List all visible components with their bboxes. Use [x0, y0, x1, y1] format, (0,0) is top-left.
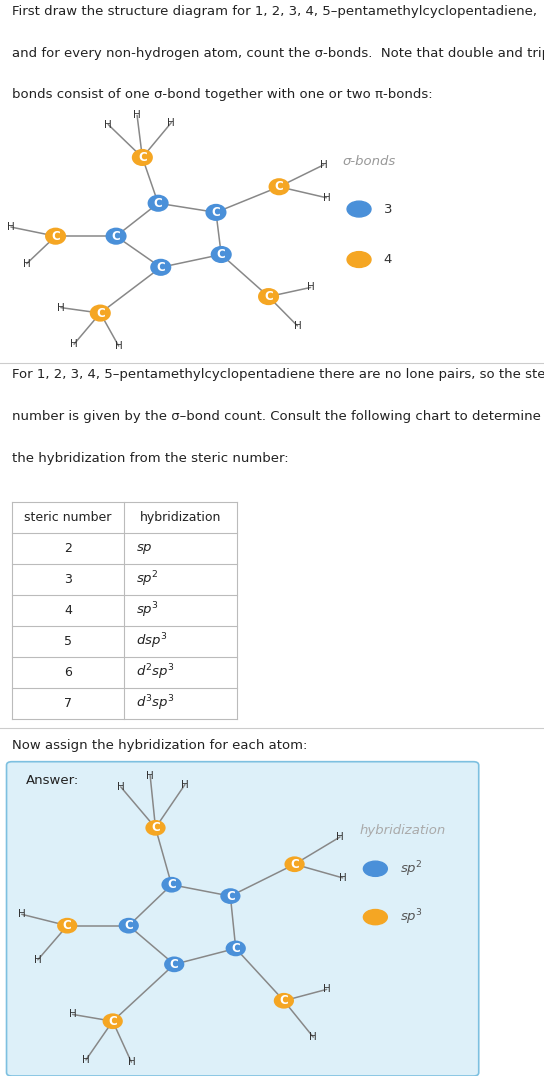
Text: $\mathit{d}^3\mathit{sp}^3$: $\mathit{d}^3\mathit{sp}^3$ — [136, 694, 175, 713]
Text: C: C — [108, 1015, 117, 1028]
Text: H: H — [127, 1058, 135, 1067]
Text: 3: 3 — [384, 202, 392, 215]
Text: C: C — [154, 197, 163, 210]
Text: H: H — [339, 873, 347, 883]
Text: Now assign the hybridization for each atom:: Now assign the hybridization for each at… — [12, 739, 307, 752]
Text: Answer:: Answer: — [26, 774, 79, 787]
Ellipse shape — [45, 228, 66, 244]
Text: H: H — [323, 193, 330, 202]
Text: $\mathit{sp}$: $\mathit{sp}$ — [136, 541, 153, 555]
Text: C: C — [212, 206, 220, 218]
Text: C: C — [217, 247, 226, 261]
Text: 4: 4 — [384, 253, 392, 266]
Text: the hybridization from the steric number:: the hybridization from the steric number… — [12, 452, 289, 465]
Text: H: H — [320, 159, 327, 170]
Text: C: C — [170, 958, 178, 971]
Ellipse shape — [119, 918, 139, 934]
Ellipse shape — [162, 877, 182, 893]
Text: H: H — [307, 283, 314, 293]
Text: C: C — [125, 919, 133, 932]
Text: C: C — [275, 181, 283, 194]
Ellipse shape — [90, 305, 111, 322]
Circle shape — [347, 252, 371, 268]
Text: bonds consist of one σ-bond together with one or two π-bonds:: bonds consist of one σ-bond together wit… — [12, 88, 432, 101]
Text: H: H — [133, 111, 141, 121]
Ellipse shape — [285, 856, 305, 873]
Ellipse shape — [147, 195, 169, 212]
Text: C: C — [264, 291, 273, 303]
Ellipse shape — [211, 246, 232, 263]
Text: and for every non-hydrogen atom, count the σ-bonds.  Note that double and triple: and for every non-hydrogen atom, count t… — [12, 47, 544, 60]
Ellipse shape — [206, 203, 226, 221]
Text: σ-bonds: σ-bonds — [343, 155, 396, 168]
Text: H: H — [69, 1009, 77, 1019]
Text: H: H — [82, 1054, 90, 1065]
Text: H: H — [57, 302, 65, 313]
Text: C: C — [226, 890, 235, 903]
Text: hybridization: hybridization — [140, 511, 221, 524]
Text: 5: 5 — [64, 635, 72, 648]
Text: 2: 2 — [64, 542, 72, 555]
Text: 4: 4 — [64, 604, 72, 618]
Ellipse shape — [145, 820, 165, 836]
Ellipse shape — [106, 228, 127, 244]
Text: H: H — [18, 909, 26, 919]
Text: First draw the structure diagram for 1, 2, 3, 4, 5–pentamethylcyclopentadiene,: First draw the structure diagram for 1, … — [12, 5, 537, 18]
Ellipse shape — [103, 1014, 123, 1029]
Text: C: C — [156, 260, 165, 273]
Text: $\mathit{sp}^3$: $\mathit{sp}^3$ — [136, 600, 159, 621]
Text: H: H — [336, 832, 344, 841]
Text: H: H — [34, 954, 42, 965]
Text: C: C — [231, 942, 240, 954]
Text: C: C — [151, 821, 160, 834]
Text: H: H — [23, 258, 30, 269]
Ellipse shape — [164, 957, 184, 973]
Text: H: H — [104, 119, 112, 129]
Text: hybridization: hybridization — [359, 824, 446, 837]
Text: H: H — [168, 117, 175, 128]
Text: C: C — [96, 307, 104, 320]
Ellipse shape — [258, 288, 279, 306]
Ellipse shape — [57, 918, 77, 934]
Text: C: C — [63, 919, 72, 932]
Ellipse shape — [269, 179, 289, 196]
Text: $\mathit{dsp}^3$: $\mathit{dsp}^3$ — [136, 632, 168, 651]
Text: $\mathit{d}^2\mathit{sp}^3$: $\mathit{d}^2\mathit{sp}^3$ — [136, 663, 175, 682]
Ellipse shape — [220, 888, 240, 904]
Text: 7: 7 — [64, 697, 72, 710]
Text: H: H — [310, 1032, 317, 1043]
Text: 6: 6 — [64, 666, 72, 679]
Circle shape — [363, 861, 387, 876]
Ellipse shape — [150, 258, 171, 275]
Text: $\mathit{sp}^2$: $\mathit{sp}^2$ — [136, 570, 159, 590]
Circle shape — [347, 201, 371, 217]
Text: C: C — [167, 878, 176, 891]
Text: C: C — [51, 229, 60, 243]
Ellipse shape — [274, 993, 294, 1008]
Circle shape — [363, 909, 387, 924]
Text: $\mathit{sp}^2$: $\mathit{sp}^2$ — [400, 859, 423, 879]
Text: H: H — [146, 770, 154, 780]
Text: C: C — [112, 229, 120, 243]
Ellipse shape — [226, 940, 246, 957]
Text: number is given by the σ–bond count. Consult the following chart to determine: number is given by the σ–bond count. Con… — [12, 410, 541, 423]
Text: 3: 3 — [64, 574, 72, 586]
Text: H: H — [181, 780, 189, 790]
FancyBboxPatch shape — [7, 762, 479, 1076]
Text: H: H — [7, 222, 15, 232]
Text: H: H — [117, 782, 125, 792]
Ellipse shape — [132, 148, 153, 166]
Text: C: C — [280, 994, 288, 1007]
Text: H: H — [323, 985, 331, 994]
Text: $\mathit{sp}^3$: $\mathit{sp}^3$ — [400, 907, 423, 926]
Text: C: C — [290, 858, 299, 870]
Text: H: H — [115, 341, 122, 351]
Text: C: C — [138, 151, 147, 164]
Text: H: H — [70, 339, 78, 350]
Text: H: H — [294, 321, 301, 331]
Text: steric number: steric number — [24, 511, 112, 524]
Text: For 1, 2, 3, 4, 5–pentamethylcyclopentadiene there are no lone pairs, so the ste: For 1, 2, 3, 4, 5–pentamethylcyclopentad… — [12, 368, 544, 381]
